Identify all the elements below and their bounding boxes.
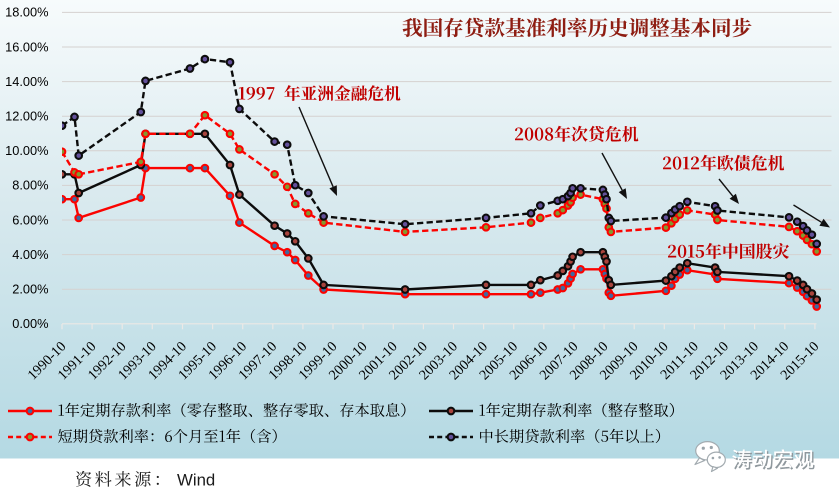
svg-text:18.00%: 18.00% [5, 5, 48, 20]
svg-text:Wind: Wind [177, 471, 215, 490]
svg-text:8.00%: 8.00% [12, 178, 48, 193]
svg-text:12.00%: 12.00% [5, 109, 48, 124]
svg-text:0.00%: 0.00% [12, 316, 48, 331]
svg-text:6.00%: 6.00% [12, 212, 48, 227]
svg-text:4.00%: 4.00% [12, 247, 48, 262]
svg-text:16.00%: 16.00% [5, 39, 48, 54]
svg-text:2.00%: 2.00% [12, 282, 48, 297]
svg-text:10.00%: 10.00% [5, 143, 48, 158]
svg-text:14.00%: 14.00% [5, 74, 48, 89]
